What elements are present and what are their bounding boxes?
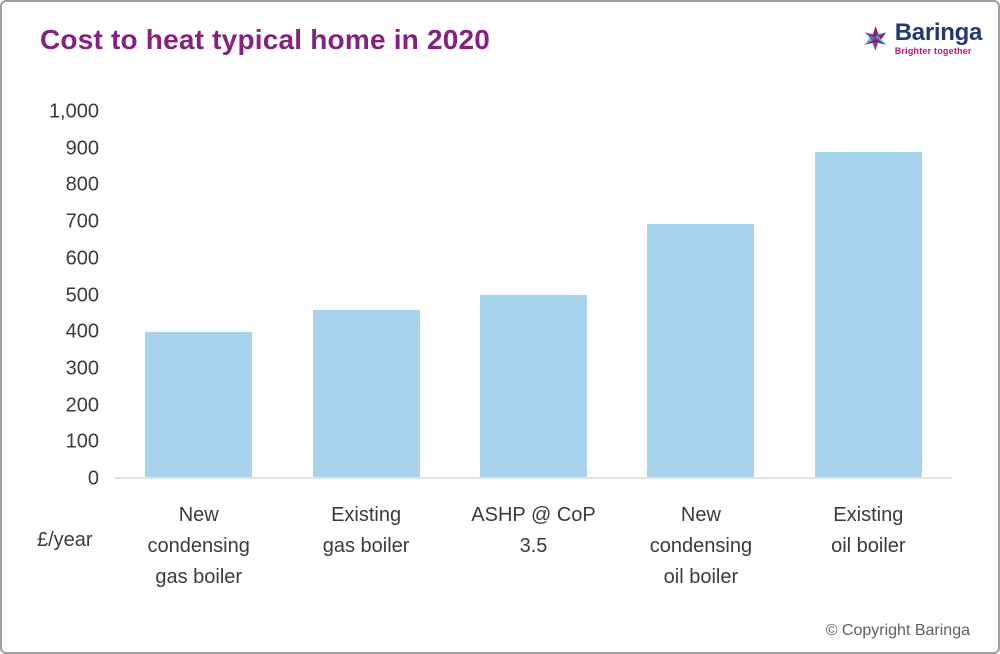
y-tick-label: 500 bbox=[65, 284, 99, 306]
y-tick-label: 200 bbox=[65, 394, 99, 417]
x-label-cell: Existing gas boiler bbox=[282, 500, 449, 593]
x-category-label: ASHP @ CoP 3.5 bbox=[471, 504, 596, 557]
y-tick-label: 700 bbox=[65, 210, 99, 233]
bar-2 bbox=[312, 310, 420, 477]
x-category-label: Existing gas boiler bbox=[322, 504, 410, 557]
y-tick-label: 300 bbox=[65, 357, 99, 380]
y-tick-label: 100 bbox=[65, 430, 99, 453]
x-category-label: New condensing gas boiler bbox=[147, 504, 250, 588]
x-category-label: Existing oil boiler bbox=[831, 504, 906, 557]
chart-title: Cost to heat typical home in 2020 bbox=[40, 24, 491, 55]
y-axis-tick-labels: 1,000 900 800 700 600 500 400 300 200 100 0 bbox=[2, 101, 99, 490]
x-label-cell: ASHP @ CoP 3.5 bbox=[450, 500, 617, 593]
bar-4 bbox=[647, 224, 755, 477]
x-label-cell: Existing oil boiler bbox=[785, 500, 952, 593]
x-axis-category-labels: New condensing gas boiler Existing gas bo… bbox=[115, 500, 952, 593]
logo-text-block: Baringa Brighter together bbox=[894, 19, 983, 56]
x-label-cell: New condensing oil boiler bbox=[617, 500, 784, 593]
baringa-logo: Baringa Brighter together bbox=[861, 21, 982, 56]
x-category-label: New condensing oil boiler bbox=[649, 504, 753, 588]
bar-1 bbox=[145, 332, 253, 477]
y-tick-label: 400 bbox=[65, 320, 99, 343]
logo-wordmark: Baringa bbox=[894, 19, 983, 46]
logo-tagline: Brighter together bbox=[894, 46, 972, 56]
bar-5 bbox=[814, 152, 922, 477]
y-axis-unit-label: £/year bbox=[37, 529, 93, 551]
baringa-pinwheel-icon bbox=[864, 26, 886, 51]
copyright-notice: © Copyright Baringa bbox=[825, 622, 970, 639]
x-label-cell: New condensing gas boiler bbox=[115, 500, 282, 593]
y-tick-label: 0 bbox=[87, 467, 99, 490]
y-tick-label: 600 bbox=[65, 247, 99, 270]
y-tick-label: 1,000 bbox=[48, 100, 99, 123]
bar-3 bbox=[480, 295, 587, 477]
bar-chart-plot-area bbox=[115, 112, 952, 479]
y-tick-label: 900 bbox=[65, 137, 99, 160]
y-tick-label: 800 bbox=[65, 173, 99, 196]
